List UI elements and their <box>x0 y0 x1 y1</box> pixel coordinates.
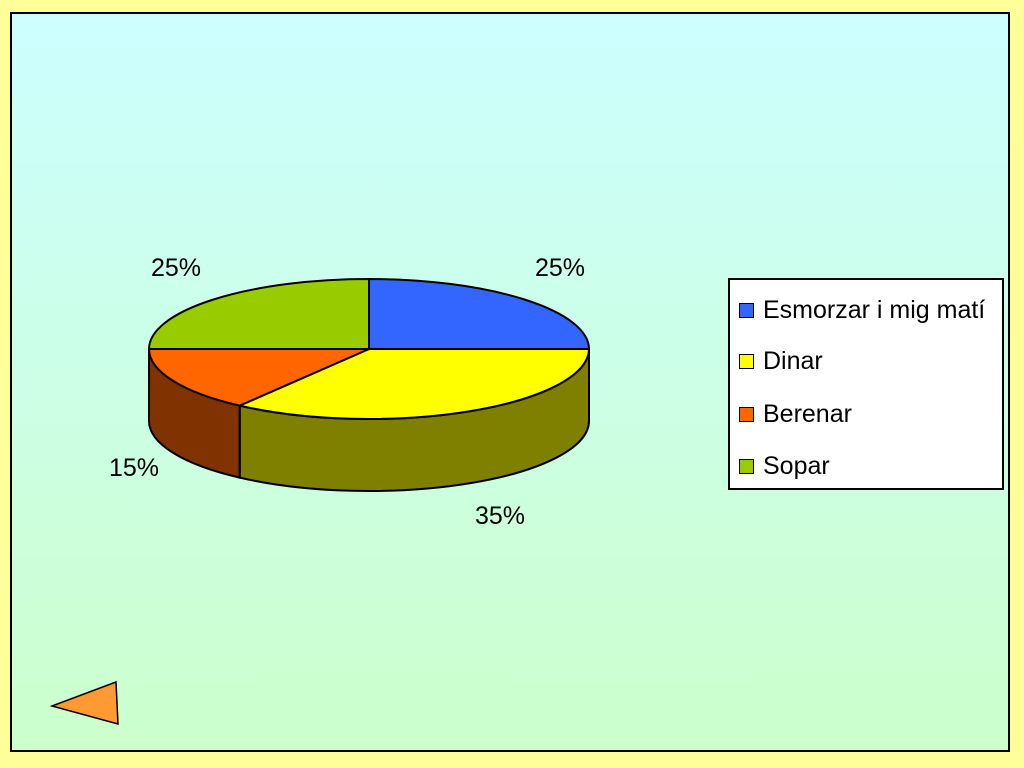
legend-swatch-dinar <box>739 354 754 369</box>
chart-legend: Esmorzar i mig matí Dinar Berenar Sopar <box>728 278 1004 490</box>
legend-item-sopar: Sopar <box>739 452 830 481</box>
pie-chart <box>148 278 590 492</box>
data-label-berenar: 15% <box>108 454 160 482</box>
pie-slice-0 <box>368 278 590 350</box>
data-label-esmorzar: 25% <box>534 254 586 282</box>
data-label-dinar: 35% <box>474 502 526 530</box>
legend-label-dinar: Dinar <box>763 347 823 375</box>
legend-label-sopar: Sopar <box>763 452 830 480</box>
legend-swatch-esmorzar <box>739 303 754 318</box>
back-arrow-shape <box>50 680 119 725</box>
legend-label-berenar: Berenar <box>763 400 852 428</box>
legend-swatch-sopar <box>739 459 754 474</box>
pie-slice-3 <box>148 278 370 350</box>
pie-slice-1 <box>238 348 590 420</box>
legend-label-esmorzar: Esmorzar i mig matí <box>763 296 986 324</box>
legend-swatch-berenar <box>739 407 754 422</box>
legend-item-dinar: Dinar <box>739 347 823 376</box>
legend-item-berenar: Berenar <box>739 400 852 429</box>
pie-slice-2 <box>148 348 370 407</box>
triangle-left-icon[interactable] <box>50 680 122 728</box>
slide-panel: 25% 35% 15% 25% Esmorzar i mig matí Dina… <box>10 12 1010 752</box>
data-label-sopar: 25% <box>150 254 202 282</box>
legend-item-esmorzar: Esmorzar i mig matí <box>739 296 985 325</box>
